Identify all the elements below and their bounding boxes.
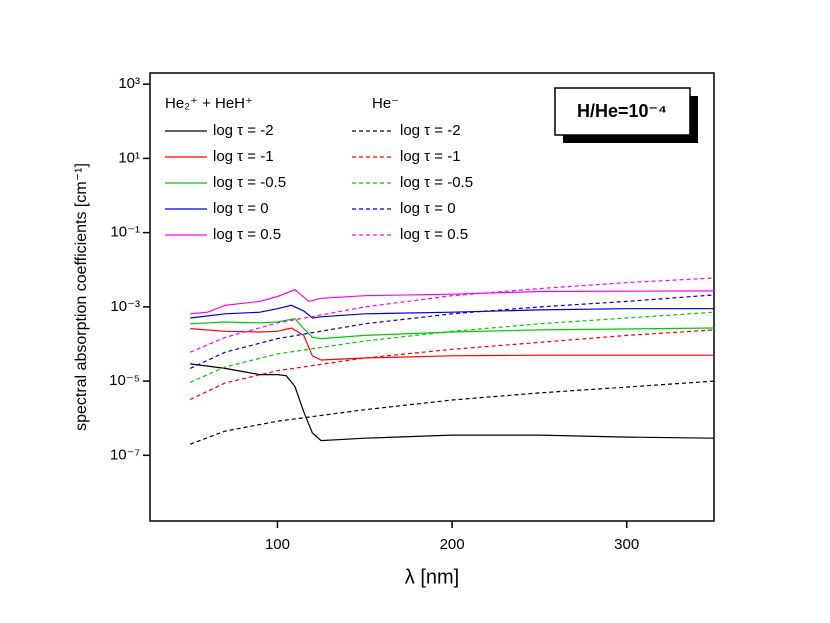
series-line xyxy=(189,329,715,401)
y-axis-label: spectral absorption coefficients [cm⁻¹] xyxy=(73,163,90,431)
x-tick-label: 100 xyxy=(265,536,290,553)
x-tick-label: 200 xyxy=(440,536,465,553)
y-tick-label: 10⁻⁷ xyxy=(110,446,140,463)
series-line xyxy=(189,277,715,353)
series-line xyxy=(190,363,715,442)
plot-frame xyxy=(149,72,715,522)
legend-label: log τ = -1 xyxy=(400,148,461,165)
x-tick-label: 300 xyxy=(614,536,639,553)
series-line xyxy=(190,304,714,319)
y-tick-label: 10¹ xyxy=(118,149,140,166)
legend-label: log τ = 0 xyxy=(400,200,456,217)
annotation: H/He=10⁻⁴ xyxy=(577,101,667,121)
series-line xyxy=(190,289,715,315)
legend-label: log τ = -0.5 xyxy=(213,174,286,191)
series-line xyxy=(189,311,715,383)
legend-label: log τ = -2 xyxy=(400,122,461,139)
series-line xyxy=(190,318,715,340)
y-tick-label: 10⁻³ xyxy=(110,298,140,315)
series-line xyxy=(190,327,714,361)
y-tick-label: 10⁻¹ xyxy=(110,224,140,241)
y-tick-label: 10³ xyxy=(118,75,140,92)
y-tick-label: 10⁻⁵ xyxy=(109,372,140,389)
legend-title: He₂⁺ + HeH⁺ xyxy=(165,95,253,112)
x-axis-label: λ [nm] xyxy=(405,566,459,588)
legend-label: log τ = 0.5 xyxy=(400,226,468,243)
series-line xyxy=(189,294,715,369)
legend-label: log τ = -2 xyxy=(213,122,274,139)
legend-label: log τ = -1 xyxy=(213,148,274,165)
legend-label: log τ = 0 xyxy=(213,200,269,217)
legend-label: log τ = -0.5 xyxy=(400,174,473,191)
legend-label: log τ = 0.5 xyxy=(213,226,281,243)
annotation-box xyxy=(554,87,691,136)
legend-title: He⁻ xyxy=(372,95,399,112)
